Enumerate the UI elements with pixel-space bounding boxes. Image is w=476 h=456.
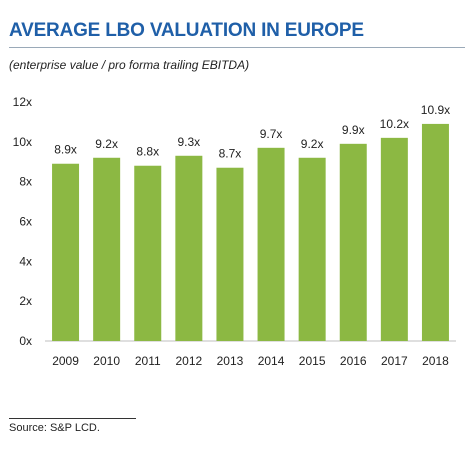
x-tick-label: 2015 — [299, 354, 326, 368]
data-label: 9.2x — [95, 137, 118, 151]
x-tick-label: 2018 — [422, 354, 449, 368]
bar-2009 — [52, 163, 80, 341]
bar-2010 — [93, 157, 121, 341]
bar-2017 — [380, 137, 408, 341]
x-tick-label: 2017 — [381, 354, 408, 368]
y-tick-label: 0x — [19, 334, 32, 348]
bar-2012 — [175, 155, 203, 341]
y-tick-label: 6x — [19, 215, 32, 229]
data-label: 9.9x — [342, 123, 365, 137]
data-label: 10.9x — [421, 103, 450, 117]
x-tick-label: 2016 — [340, 354, 367, 368]
data-label: 9.7x — [260, 127, 283, 141]
bar-2015 — [298, 157, 326, 341]
y-tick-label: 12x — [13, 95, 32, 109]
data-label: 8.8x — [136, 145, 159, 159]
y-tick-label: 10x — [13, 135, 32, 149]
title-divider — [9, 47, 465, 48]
data-label: 8.7x — [219, 147, 242, 161]
bar-2018 — [421, 123, 449, 342]
x-tick-label: 2010 — [93, 354, 120, 368]
bar-2016 — [339, 143, 367, 341]
y-tick-label: 2x — [19, 294, 32, 308]
x-tick-label: 2014 — [258, 354, 285, 368]
chart-subtitle: (enterprise value / pro forma trailing E… — [9, 58, 250, 72]
x-tick-label: 2013 — [217, 354, 244, 368]
y-tick-label: 4x — [19, 254, 32, 268]
data-label: 8.9x — [54, 143, 77, 157]
bar-2011 — [134, 165, 162, 341]
bar-2013 — [216, 167, 244, 341]
x-tick-label: 2011 — [135, 354, 161, 368]
y-tick-label: 8x — [19, 175, 32, 189]
chart-title: AVERAGE LBO VALUATION IN EUROPE — [9, 20, 364, 41]
data-label: 9.2x — [301, 137, 324, 151]
data-label: 10.2x — [380, 117, 409, 131]
data-label: 9.3x — [178, 135, 201, 149]
x-tick-label: 2009 — [52, 354, 79, 368]
source-note: Source: S&P LCD. — [9, 422, 100, 434]
source-divider — [9, 418, 136, 419]
bar-2014 — [257, 147, 285, 341]
x-tick-label: 2012 — [175, 354, 202, 368]
